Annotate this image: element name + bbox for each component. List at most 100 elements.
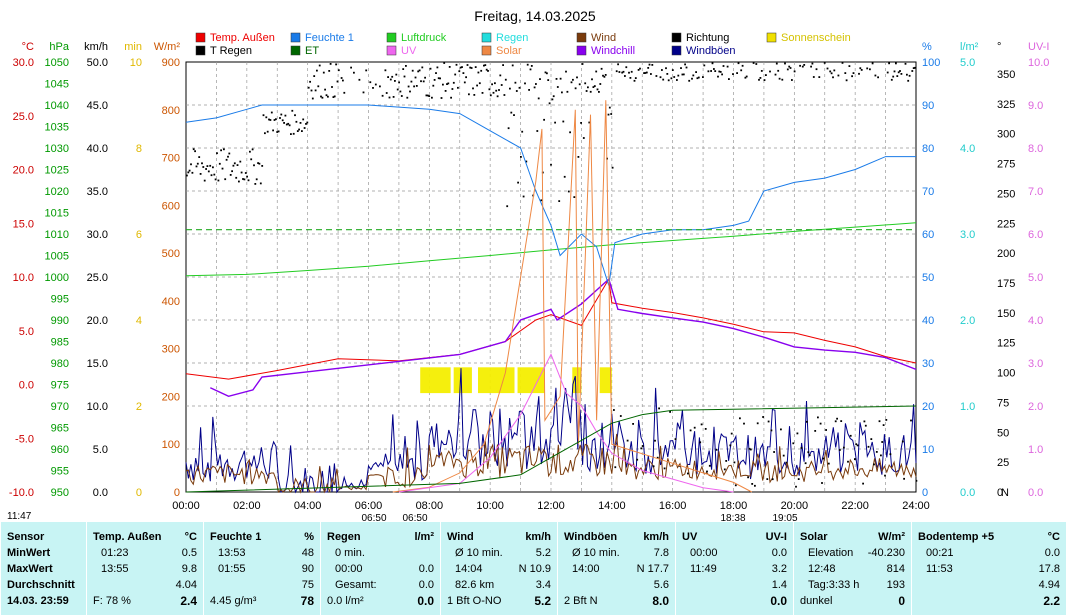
direction-point xyxy=(439,77,441,80)
summary-cell-meta: 1 Bft O-NO xyxy=(447,595,502,607)
axis-tick-right: 4.0 xyxy=(1028,315,1043,327)
summary-column-title: Sensor xyxy=(7,531,45,543)
axis-tick-left: 1045 xyxy=(45,79,69,91)
direction-point xyxy=(462,72,465,74)
axis-tick-left: 6 xyxy=(136,229,142,241)
x-tick-label: 24:00 xyxy=(902,500,930,512)
direction-point xyxy=(309,80,311,83)
direction-point xyxy=(877,76,879,79)
axis-tick-left: 300 xyxy=(162,344,180,356)
direction-point xyxy=(845,79,848,82)
direction-point xyxy=(689,429,692,432)
axis-tick-right: 5.0 xyxy=(960,57,975,69)
direction-point xyxy=(266,130,269,133)
direction-point xyxy=(847,460,849,463)
direction-point xyxy=(589,90,592,93)
summary-column-title: Temp. Außen xyxy=(93,531,162,543)
direction-point xyxy=(617,63,619,66)
summary-cell-value: 8.0 xyxy=(652,594,669,608)
direction-point xyxy=(421,66,424,69)
direction-point xyxy=(305,123,307,125)
axis-unit-left: W/m² xyxy=(154,41,181,53)
summary-cell-value: 193 xyxy=(886,579,905,591)
direction-point xyxy=(521,130,524,133)
direction-point xyxy=(592,86,595,88)
summary-column-title: Feuchte 1 xyxy=(210,531,262,543)
summary-cell-value: N 17.7 xyxy=(636,563,669,575)
summary-cell-value: N 10.9 xyxy=(518,563,551,575)
direction-point xyxy=(854,458,856,460)
axis-tick-left: 4 xyxy=(136,315,142,327)
direction-point xyxy=(322,71,325,74)
x-tick-label: 20:00 xyxy=(781,500,809,512)
legend-label: Regen xyxy=(496,32,528,44)
direction-point xyxy=(747,476,749,479)
summary-cell-value: 0.0 xyxy=(418,563,434,575)
direction-point xyxy=(540,199,543,202)
summary-cell-meta: 00:00 xyxy=(690,547,718,559)
direction-point xyxy=(806,420,808,423)
axis-tick-right: 300 xyxy=(997,129,1015,141)
direction-point xyxy=(622,70,625,73)
direction-point xyxy=(187,171,190,174)
direction-point xyxy=(533,86,536,89)
direction-point xyxy=(888,62,890,65)
summary-column-unit: l/m² xyxy=(414,531,434,543)
direction-point xyxy=(848,65,851,67)
direction-point xyxy=(771,478,774,481)
direction-point xyxy=(227,155,229,158)
axis-tick-left: 1015 xyxy=(45,208,69,220)
axis-bottom-label: N xyxy=(1001,487,1009,499)
summary-cell-meta: 14:00 xyxy=(572,563,600,575)
direction-point xyxy=(420,80,422,83)
direction-point xyxy=(477,71,480,74)
legend-swatch xyxy=(576,45,587,56)
direction-point xyxy=(836,417,838,420)
axis-tick-right: 250 xyxy=(997,188,1015,200)
direction-point xyxy=(188,169,191,172)
direction-point xyxy=(506,205,509,208)
direction-point xyxy=(565,70,567,73)
axis-tick-left: 5.0 xyxy=(93,444,108,456)
direction-point xyxy=(722,65,725,67)
summary-cell-value: 0 xyxy=(898,594,905,608)
direction-point xyxy=(652,465,655,468)
summary-cell-value: 78 xyxy=(300,594,314,608)
direction-point xyxy=(485,68,488,71)
direction-point xyxy=(878,420,881,423)
axis-tick-right: 100 xyxy=(922,57,940,69)
summary-cell-meta: 00:00 xyxy=(335,563,363,575)
direction-point xyxy=(550,163,552,166)
summary-column-title: Windböen xyxy=(564,531,618,543)
direction-point xyxy=(192,148,195,151)
direction-point xyxy=(199,173,202,175)
direction-point xyxy=(692,74,695,77)
direction-point xyxy=(220,149,222,152)
direction-point xyxy=(765,74,767,76)
direction-point xyxy=(198,156,201,158)
direction-point xyxy=(817,416,819,419)
direction-point xyxy=(763,79,766,81)
direction-point xyxy=(703,64,706,67)
axis-tick-right: 20 xyxy=(922,401,934,413)
legend-label: UV xyxy=(401,45,417,57)
direction-point xyxy=(704,428,707,430)
legend-label: Solar xyxy=(496,45,522,57)
x-tick-label: 16:00 xyxy=(659,500,687,512)
direction-point xyxy=(717,75,719,78)
direction-point xyxy=(608,106,611,109)
direction-point xyxy=(795,485,797,488)
axis-tick-left: -10.0 xyxy=(9,487,34,499)
direction-point xyxy=(604,74,607,76)
direction-point xyxy=(852,72,855,74)
direction-point xyxy=(754,484,756,487)
direction-point xyxy=(455,63,458,66)
direction-point xyxy=(618,71,621,73)
direction-point xyxy=(874,74,877,77)
legend-swatch xyxy=(671,45,682,56)
direction-point xyxy=(470,67,473,69)
axis-tick-right: 4.0 xyxy=(960,143,975,155)
direction-point xyxy=(212,166,214,169)
direction-point xyxy=(574,87,577,90)
